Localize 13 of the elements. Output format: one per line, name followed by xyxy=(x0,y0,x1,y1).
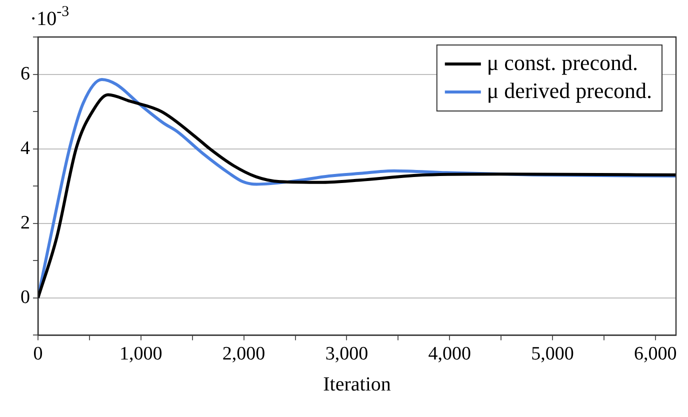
x-tick-label: 2,000 xyxy=(222,344,266,365)
legend-label: μ derived precond. xyxy=(486,78,652,103)
x-tick-label: 4,000 xyxy=(428,344,471,365)
x-tick-label: 6,000 xyxy=(634,344,677,365)
x-tick-label: 1,000 xyxy=(120,344,162,365)
y-tick-label: 6 xyxy=(20,63,30,84)
x-tick-label: 3,000 xyxy=(325,344,368,365)
y-tick-label: 0 xyxy=(20,286,30,308)
y-tick-label: 4 xyxy=(20,138,30,159)
legend-label: μ const. precond. xyxy=(486,50,638,75)
x-tick-label: 5,000 xyxy=(531,344,574,365)
x-axis-title: Iteration xyxy=(323,373,391,396)
y-tick-label: 2 xyxy=(20,212,30,234)
